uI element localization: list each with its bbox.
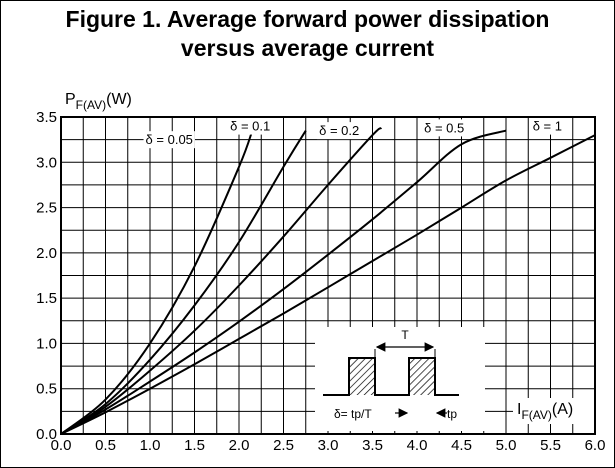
y-tick-label: 0.0	[36, 426, 57, 443]
x-axis-label-unit: (A)	[552, 401, 573, 418]
curve-labels: δ = 0.05 δ = 0.1 δ = 0.2 δ = 0.5 δ = 1	[143, 117, 564, 149]
x-tick-label: 0.5	[95, 437, 116, 454]
x-axis-label-main: I	[517, 401, 521, 418]
curve-label: δ = 1	[533, 119, 562, 134]
title-line-1: Figure 1. Average forward power dissipat…	[65, 6, 550, 32]
y-axis-label: PF(AV)(W)	[65, 91, 132, 112]
waveform-inset: T δ= tp/T tp	[315, 327, 485, 431]
y-tick-label: 2.0	[36, 245, 57, 262]
curve-label-background	[422, 119, 467, 137]
tick-labels: 0.0 0.5 1.0 1.5 2.0 2.5 3.0 3.5 4.0 4.5 5.0 5.5 6.0 0…	[36, 109, 605, 454]
curve-label: δ = 0.2	[319, 123, 359, 138]
x-tick-label: 5.5	[540, 437, 561, 454]
curves	[60, 127, 596, 435]
x-axis-label-background	[513, 398, 601, 424]
plot-area	[60, 116, 596, 435]
x-axis-label: IF(AV)(A)	[517, 401, 573, 422]
x-tick-label: 4.0	[407, 437, 428, 454]
figure-title: Figure 1. Average forward power dissipat…	[1, 5, 614, 63]
x-tick-label: 5.0	[496, 437, 517, 454]
pulse-1-hatch	[349, 358, 375, 395]
duty-cycle-label: δ= tp/T	[334, 407, 372, 421]
series-curve	[60, 130, 307, 435]
title-line-2: versus average current	[180, 35, 435, 61]
y-tick-label: 3.0	[36, 154, 57, 171]
y-tick-label: 1.0	[36, 335, 57, 352]
series-curve	[60, 134, 596, 435]
x-axis-label-sub: F(AV)	[521, 408, 551, 422]
curve-label: δ = 0.05	[146, 132, 193, 147]
x-tick-label: 3.0	[318, 437, 339, 454]
curve-label: δ = 0.1	[230, 119, 270, 134]
y-axis-label-main: P	[65, 91, 76, 108]
x-tick-label: 1.5	[184, 437, 205, 454]
y-tick-label: 3.5	[36, 109, 57, 126]
series-curve	[60, 127, 383, 435]
series-curve	[60, 130, 254, 435]
x-tick-label: 2.5	[273, 437, 294, 454]
curve-label-background	[143, 131, 195, 149]
x-tick-label: 2.0	[229, 437, 250, 454]
series-curve	[60, 129, 507, 435]
pulse-width-label: tp	[447, 407, 457, 421]
curve-label: δ = 0.5	[424, 120, 464, 135]
x-tick-label: 4.5	[451, 437, 472, 454]
period-label: T	[401, 328, 409, 342]
curve-label-background	[228, 117, 273, 135]
pulse-2-hatch	[409, 358, 435, 395]
y-axis-label-sub: F(AV)	[76, 98, 106, 112]
y-tick-label: 2.5	[36, 200, 57, 217]
x-tick-label: 6.0	[585, 437, 606, 454]
x-tick-label: 3.5	[362, 437, 383, 454]
curve-label-background	[317, 122, 362, 140]
x-tick-label: 1.0	[140, 437, 161, 454]
x-tick-label: 0.0	[51, 437, 72, 454]
curve-label-background	[530, 117, 564, 135]
y-tick-label: 0.5	[36, 381, 57, 398]
y-axis-label-unit: (W)	[106, 91, 132, 108]
pulse-waveform	[323, 357, 459, 396]
y-tick-label: 1.5	[36, 290, 57, 307]
